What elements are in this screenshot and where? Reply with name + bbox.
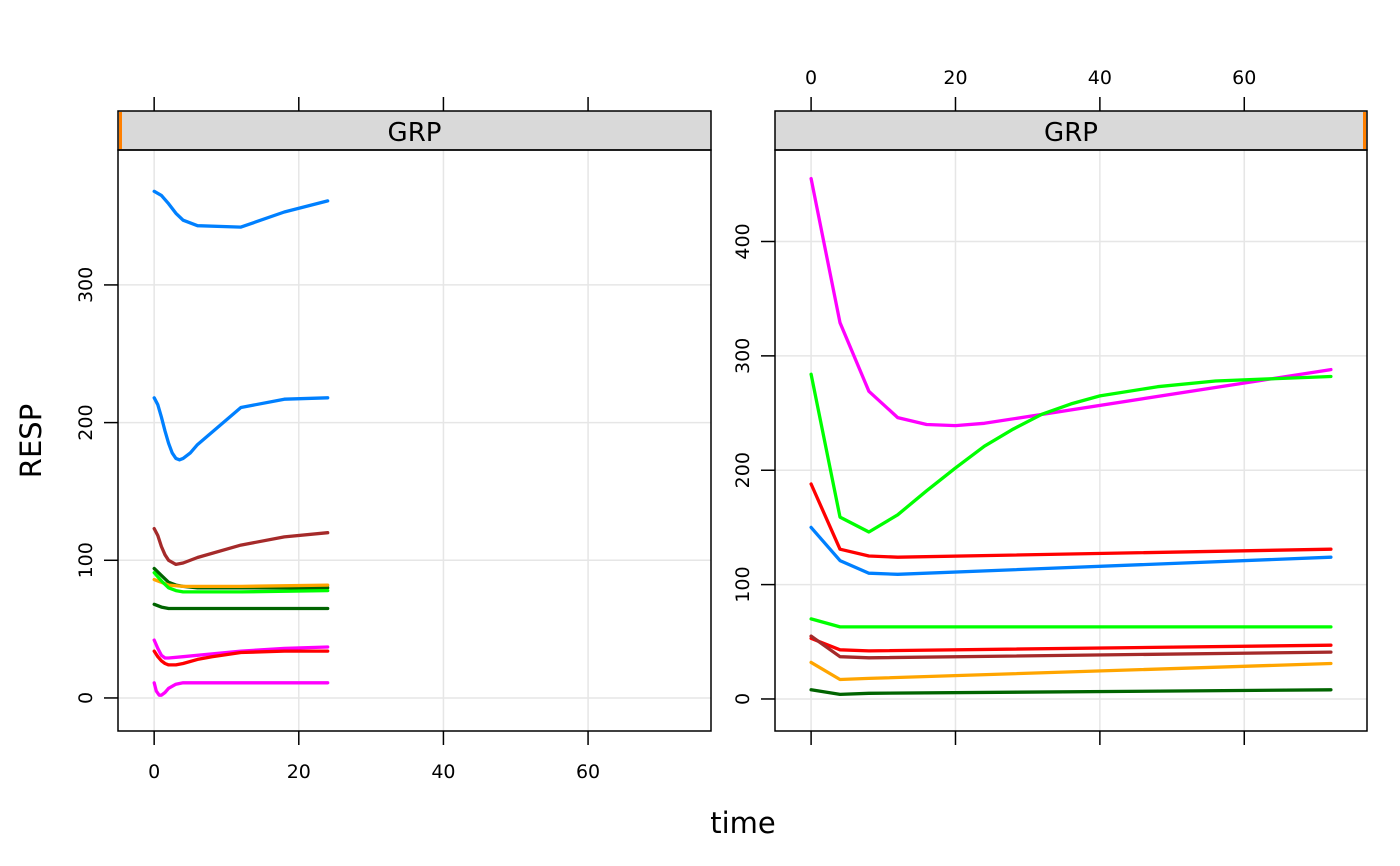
panel-border bbox=[117, 149, 712, 732]
y-tick-label: 0 bbox=[75, 692, 97, 704]
x-tick-label: 20 bbox=[287, 761, 311, 783]
strip-label: GRP bbox=[388, 118, 442, 148]
series-line-9 bbox=[809, 688, 1333, 697]
series-line-6 bbox=[152, 571, 330, 594]
y-tick-label: 200 bbox=[732, 452, 754, 488]
grid bbox=[118, 150, 711, 731]
x-tick-label: 40 bbox=[431, 761, 455, 783]
panel-left: GRP 0 20 40 60 0 100 200 300 bbox=[75, 97, 712, 783]
y-tick-label: 300 bbox=[75, 267, 97, 303]
panel-border bbox=[774, 149, 1368, 732]
series-line-6 bbox=[809, 636, 1333, 653]
x-axis-label: time bbox=[710, 806, 776, 840]
y-axis: 0 100 200 300 bbox=[75, 267, 118, 704]
x-tick-label: 0 bbox=[148, 761, 160, 783]
strip-level-indicator bbox=[119, 112, 122, 149]
grid bbox=[775, 150, 1367, 731]
series-line-2 bbox=[809, 372, 1333, 534]
series-line-8 bbox=[809, 660, 1333, 682]
series-line-5 bbox=[809, 617, 1333, 629]
y-axis-label: RESP bbox=[14, 404, 48, 478]
series-line-1 bbox=[809, 176, 1333, 428]
series-group bbox=[152, 189, 330, 697]
strip-level-indicator bbox=[1363, 112, 1366, 149]
series-line-1 bbox=[152, 189, 330, 229]
y-tick-label: 100 bbox=[732, 566, 754, 602]
series-line-10 bbox=[152, 681, 330, 697]
strip-label: GRP bbox=[1044, 118, 1098, 148]
series-line-8 bbox=[152, 638, 330, 660]
series-line-5 bbox=[152, 577, 330, 589]
x-axis: 0 20 40 60 bbox=[148, 97, 600, 783]
series-group bbox=[809, 176, 1333, 697]
x-tick-label: 60 bbox=[1232, 67, 1256, 89]
series-line-4 bbox=[809, 525, 1333, 576]
y-tick-label: 0 bbox=[732, 693, 754, 705]
series-line-9 bbox=[152, 649, 330, 667]
y-tick-label: 300 bbox=[732, 338, 754, 374]
panel-right: GRP 0 20 40 60 0 100 200 300 400 bbox=[732, 67, 1368, 745]
series-line-2 bbox=[152, 396, 330, 462]
series-line-3 bbox=[152, 526, 330, 567]
series-line-7 bbox=[152, 602, 330, 611]
y-tick-label: 400 bbox=[732, 223, 754, 259]
strip-background bbox=[774, 110, 1368, 151]
series-line-3 bbox=[809, 482, 1333, 559]
x-axis: 0 20 40 60 bbox=[805, 67, 1256, 745]
x-tick-label: 0 bbox=[805, 67, 817, 89]
series-line-7 bbox=[809, 634, 1333, 660]
y-tick-label: 200 bbox=[75, 404, 97, 440]
x-tick-label: 40 bbox=[1088, 67, 1112, 89]
x-tick-label: 20 bbox=[943, 67, 967, 89]
y-axis: 0 100 200 300 400 bbox=[732, 223, 775, 705]
y-tick-label: 100 bbox=[75, 542, 97, 578]
strip-background bbox=[117, 110, 712, 151]
x-tick-label: 60 bbox=[576, 761, 600, 783]
